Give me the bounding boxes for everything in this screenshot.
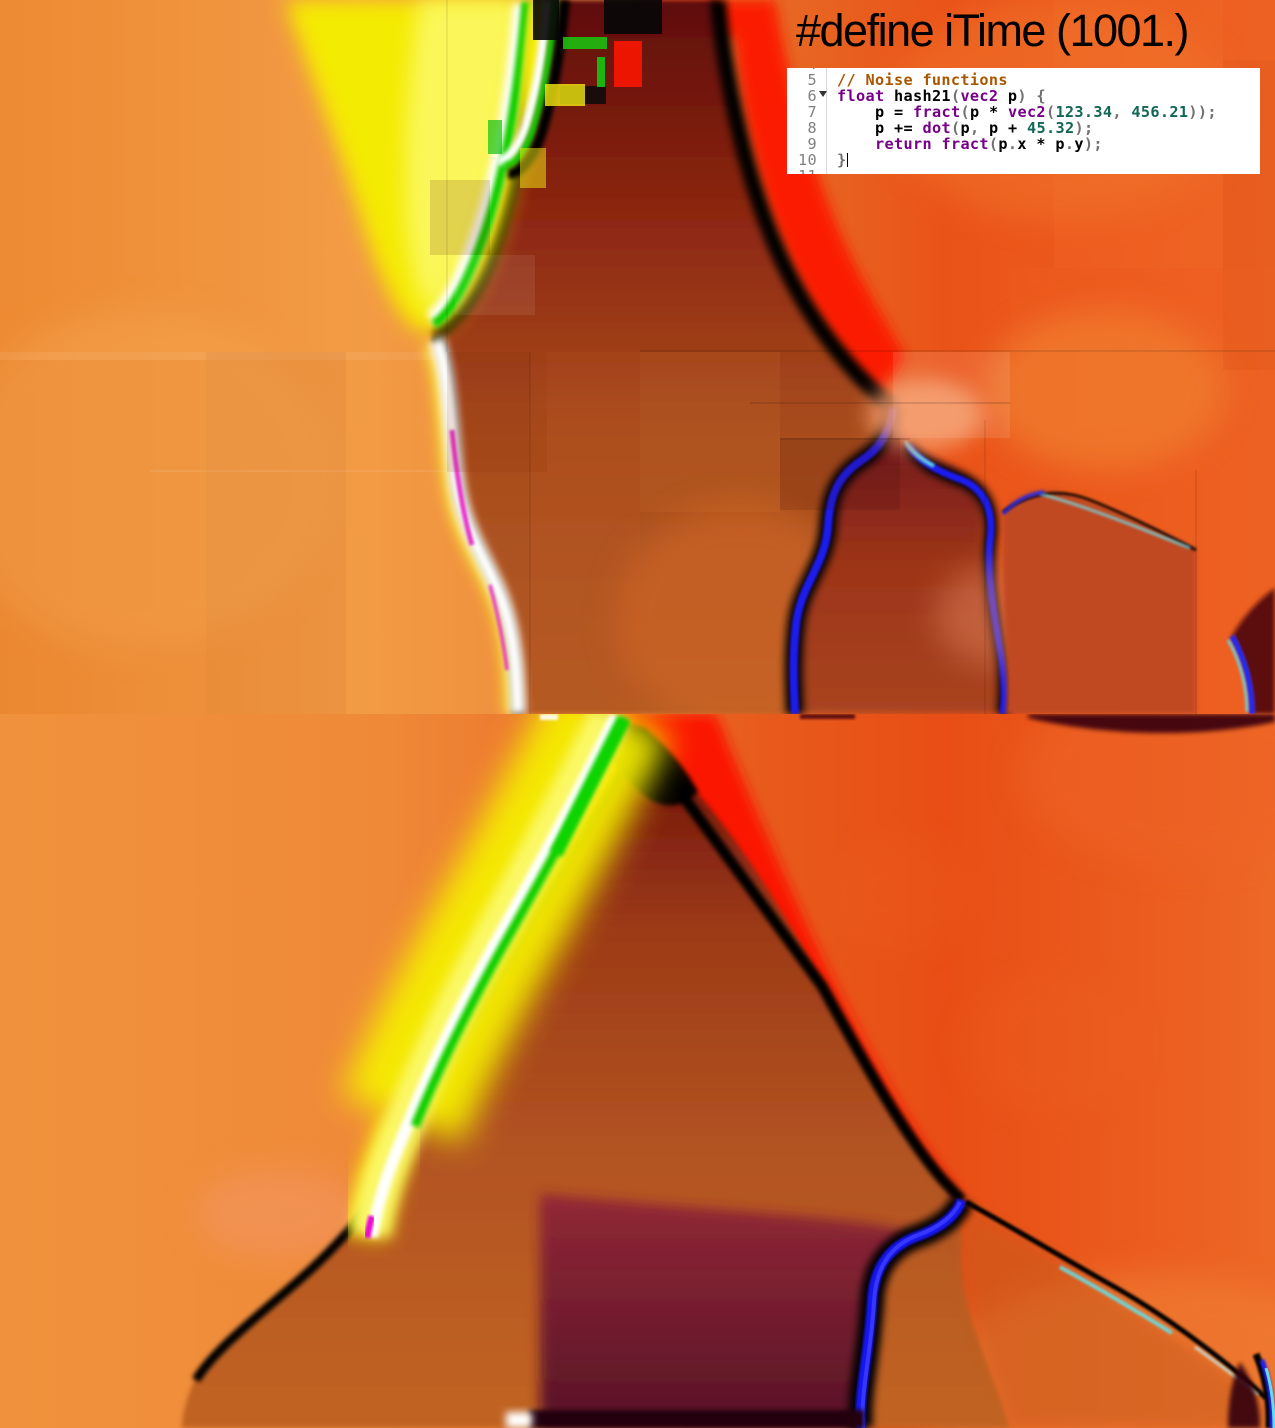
line-number: 4 [787, 68, 827, 72]
code-line: 4 [787, 68, 1260, 72]
line-number: 6 [787, 88, 827, 104]
code-line: 8 p += dot(p, p + 45.32); [787, 120, 1260, 136]
line-number: 5 [787, 72, 827, 88]
code-editor-broken-hash[interactable]: 45 // Noise functions 6 float hash21(vec2 p… [787, 68, 1260, 174]
code-text: return fract(p.x * p.y); [874, 135, 1103, 153]
code-text: float hash21(vec2 p) { [837, 87, 1046, 105]
code-line: 10} [787, 152, 1260, 168]
itime-define-caption: #define iTime (1001.) [796, 5, 1190, 56]
text-cursor [846, 153, 848, 167]
line-number: 9 [787, 136, 827, 152]
line-number: 7 [787, 104, 827, 120]
shader-render-fixed [0, 714, 1275, 1428]
top-render-region: #define iTime (1001.) 45 // Noise functio… [0, 0, 1275, 714]
code-text: p = fract(p * vec2(123.34, 456.21)); [874, 103, 1217, 121]
line-number: 10 [787, 152, 827, 168]
fold-arrow-icon[interactable] [819, 91, 827, 97]
code-line: 7 p = fract(p * vec2(123.34, 456.21)); [787, 104, 1260, 120]
code-line: 5 // Noise functions [787, 72, 1260, 88]
code-line: 11 [787, 168, 1260, 174]
code-text: // Noise functions [837, 71, 1008, 89]
code-text: p += dot(p, p + 45.32); [874, 119, 1094, 137]
code-line: 9 return fract(p.x * p.y); [787, 136, 1260, 152]
code-line: 6 float hash21(vec2 p) { [787, 88, 1260, 104]
line-number: 11 [787, 168, 827, 174]
code-text: } [837, 151, 848, 169]
line-number: 8 [787, 120, 827, 136]
